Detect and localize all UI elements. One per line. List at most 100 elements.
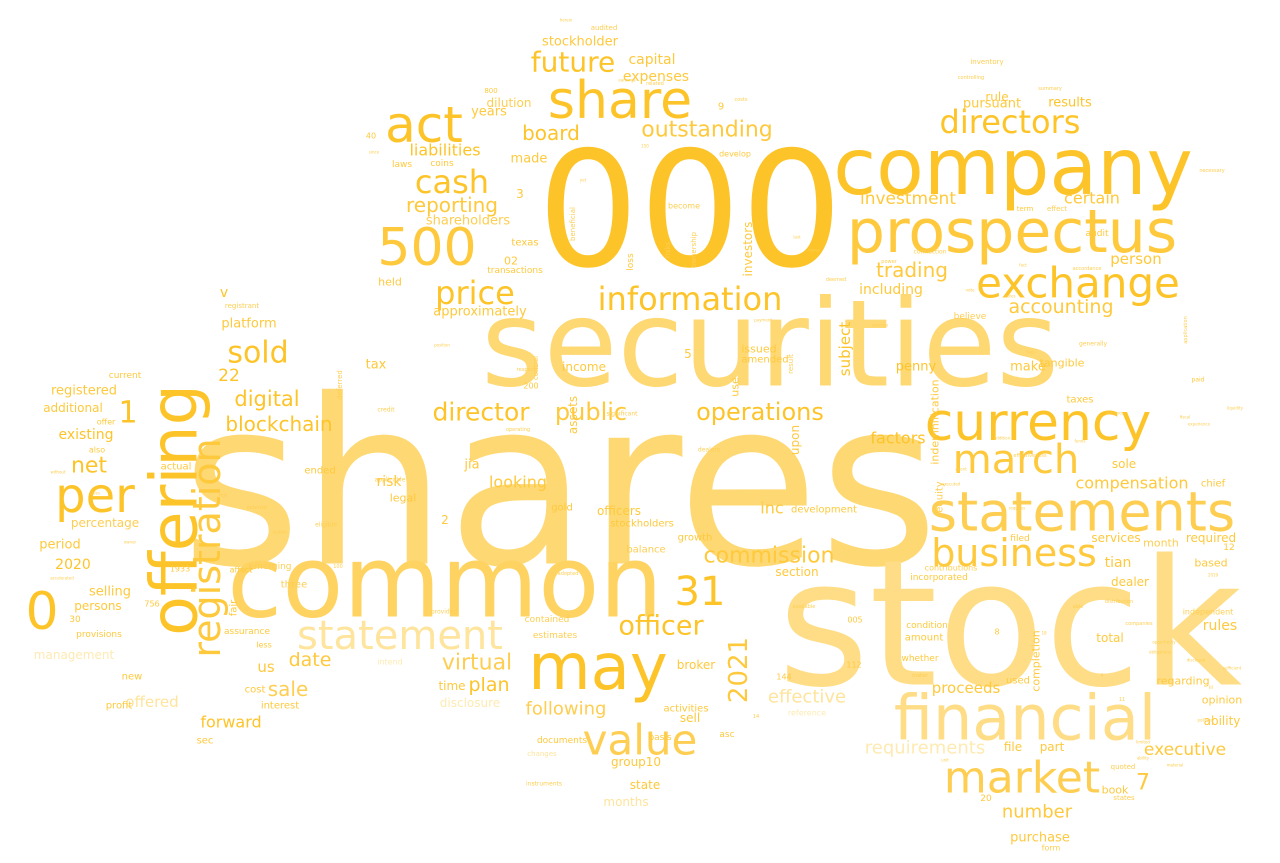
word-price: price bbox=[435, 274, 515, 312]
word-gold: gold bbox=[551, 503, 573, 514]
word-effectiveness: effectiveness bbox=[1013, 453, 1047, 459]
word-30: 30 bbox=[69, 615, 81, 625]
word-sale: sale bbox=[268, 677, 309, 701]
word-asc: asc bbox=[719, 730, 734, 740]
word-date: date bbox=[289, 649, 332, 671]
word-funds: funds bbox=[1074, 439, 1085, 444]
word-inc: inc bbox=[760, 499, 783, 518]
word-sold: sold bbox=[227, 336, 288, 371]
word-balance: balance bbox=[626, 545, 665, 556]
word-existing: existing bbox=[59, 427, 114, 443]
word-us: us bbox=[257, 658, 275, 676]
word-texas: texas bbox=[511, 238, 538, 249]
word-31: 31 bbox=[675, 569, 726, 615]
word-regarding: regarding bbox=[1156, 675, 1209, 688]
word-effective: effective bbox=[768, 687, 846, 708]
word-related: related bbox=[646, 81, 664, 87]
word-number: number bbox=[1002, 802, 1073, 823]
word-rule: rule bbox=[985, 90, 1008, 104]
word-blockchain: blockchain bbox=[225, 412, 332, 436]
word-believe: believe bbox=[954, 312, 987, 322]
word-tian: tian bbox=[1105, 555, 1132, 571]
word-material: material bbox=[1167, 763, 1184, 768]
word-deferred: deferred bbox=[336, 370, 344, 400]
word-distribution: distribution bbox=[1105, 599, 1134, 605]
word-contributions: contributions bbox=[925, 564, 978, 573]
word-paid: paid bbox=[1192, 377, 1205, 384]
word-total: total bbox=[1096, 631, 1123, 645]
word-activities: activities bbox=[663, 704, 708, 715]
word-officer: officer bbox=[618, 611, 704, 642]
word-held: held bbox=[378, 276, 402, 289]
word-forward: forward bbox=[200, 713, 261, 732]
word-agent: agent bbox=[955, 467, 967, 472]
word-options: options bbox=[273, 530, 288, 535]
word-three: three bbox=[281, 580, 307, 591]
word-section: section bbox=[775, 565, 818, 579]
word-share: share bbox=[548, 71, 692, 131]
word-8: 8 bbox=[994, 628, 999, 637]
word-power: power bbox=[881, 259, 897, 265]
word-ability: ability bbox=[1137, 756, 1150, 761]
word-use: use bbox=[729, 377, 742, 397]
word-1933: 1933 bbox=[170, 565, 190, 574]
word-40: 40 bbox=[366, 132, 376, 141]
word-director: director bbox=[432, 398, 530, 427]
word-exchange: exchange bbox=[976, 259, 1180, 308]
word-applicable: applicable bbox=[375, 477, 406, 484]
word-used: used bbox=[1006, 676, 1030, 687]
word-become: become bbox=[668, 202, 700, 211]
word-completion: completion bbox=[1030, 630, 1043, 691]
word-2: 2 bbox=[441, 513, 449, 527]
word-summary: summary bbox=[1038, 86, 1062, 92]
word-maker: maker bbox=[912, 673, 929, 679]
word-obligations: obligations bbox=[1149, 650, 1171, 655]
word-additional: additional bbox=[43, 401, 103, 415]
word-condition: condition bbox=[906, 621, 948, 631]
word-requirements: requirements bbox=[865, 738, 985, 759]
word-digital: digital bbox=[234, 387, 299, 411]
word-group10: group10 bbox=[611, 755, 661, 769]
word-3: 3 bbox=[516, 187, 524, 201]
word-generally: generally bbox=[1079, 341, 1107, 348]
word-documents: documents bbox=[537, 736, 587, 746]
word-virtual: virtual bbox=[442, 651, 512, 676]
word-develop: develop bbox=[719, 150, 751, 159]
word-indemnification: indemnification bbox=[929, 379, 942, 464]
word-risks: risks bbox=[664, 242, 672, 259]
word-eligible: eligible bbox=[315, 522, 337, 529]
word-owner: owner bbox=[124, 540, 137, 545]
word-directors: directors bbox=[940, 103, 1081, 141]
word-value: value bbox=[583, 716, 698, 765]
word-person: person bbox=[1110, 250, 1161, 268]
word-statements: statements bbox=[929, 481, 1235, 544]
word-2020: 2020 bbox=[55, 557, 91, 573]
word-stockholder: stockholder bbox=[542, 35, 619, 50]
word-march: march bbox=[953, 437, 1079, 483]
word-beneficial: beneficial bbox=[569, 207, 577, 241]
word-factors: factors bbox=[870, 429, 925, 448]
word-loss: loss bbox=[626, 253, 636, 271]
word-limited: limited bbox=[1136, 740, 1150, 745]
word-proceeds: proceeds bbox=[932, 679, 1001, 697]
word-new: new bbox=[122, 672, 143, 683]
word-ended: ended bbox=[304, 466, 335, 477]
word-exercise: exercise bbox=[872, 323, 889, 328]
word-requires: requires bbox=[1009, 506, 1025, 511]
word-business: business bbox=[931, 531, 1097, 575]
word-form: form bbox=[1042, 844, 1061, 853]
word-500: 500 bbox=[377, 218, 476, 278]
word-upon: upon bbox=[788, 425, 802, 455]
word-current: current bbox=[109, 371, 142, 381]
word-years: years bbox=[471, 105, 507, 120]
word-2019: 2019 bbox=[1208, 573, 1219, 578]
word-certain: certain bbox=[1064, 189, 1120, 208]
word-disclosed: disclosed bbox=[1187, 658, 1206, 663]
word-without: without bbox=[50, 470, 65, 475]
word-filed: filed bbox=[1010, 534, 1029, 544]
word-contained: contained bbox=[525, 615, 570, 625]
word-per: per bbox=[55, 468, 135, 524]
